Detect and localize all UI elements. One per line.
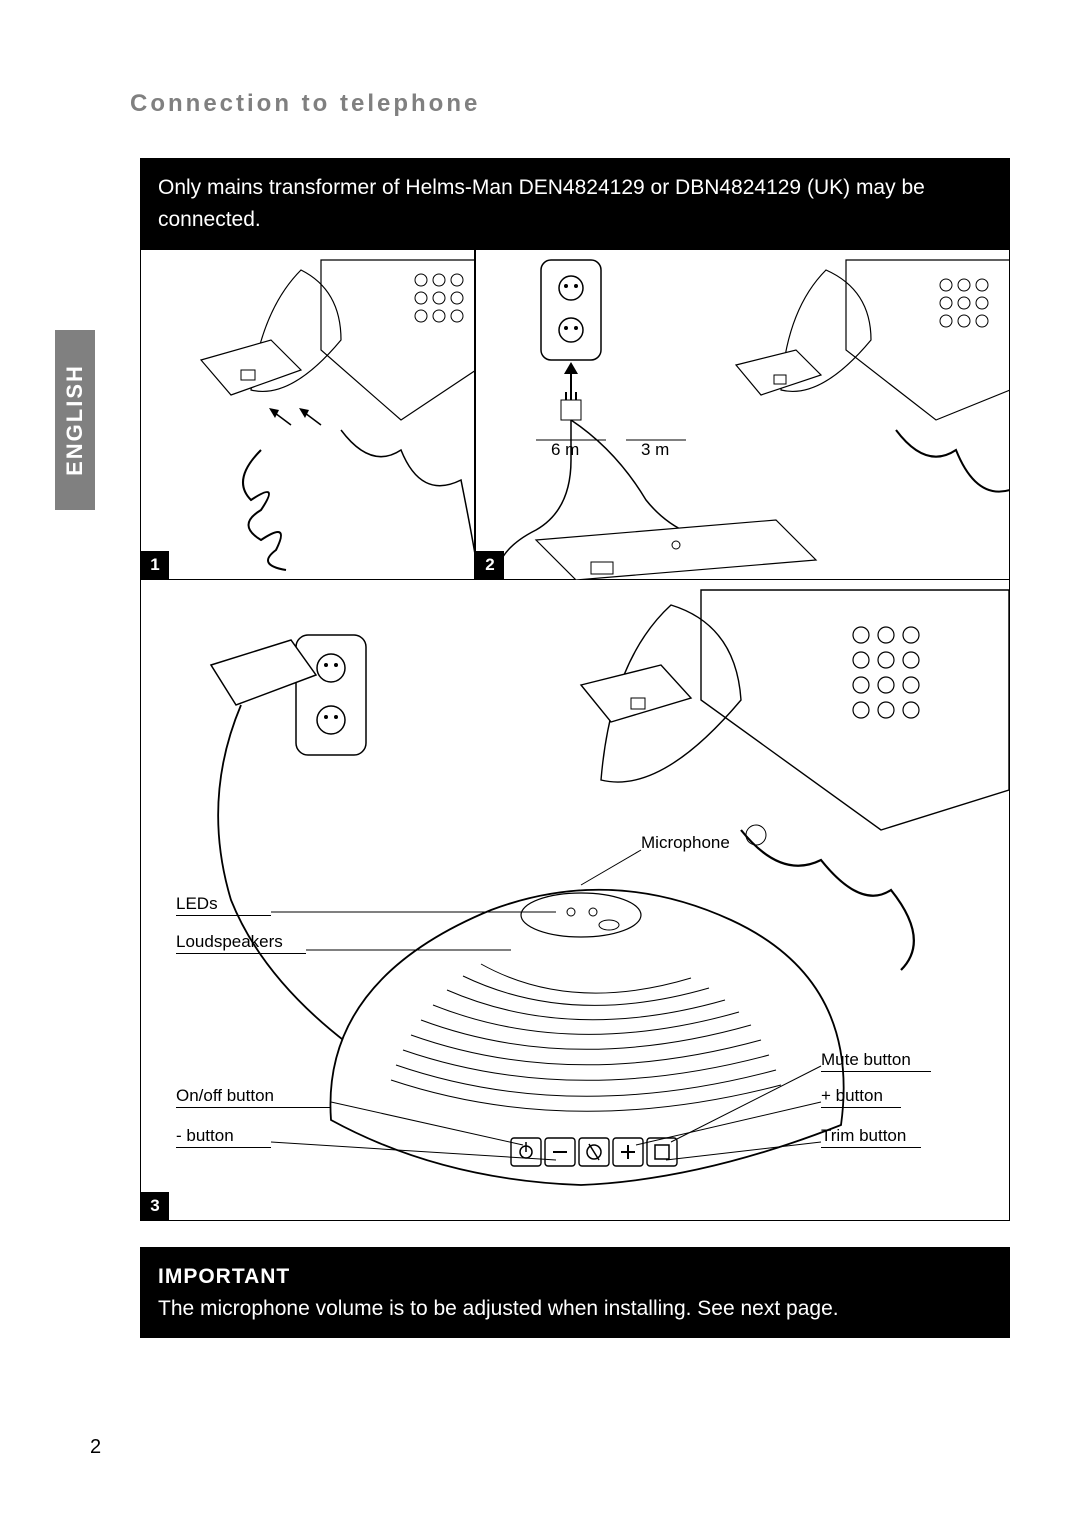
- panel-1-art: [141, 250, 476, 580]
- important-notice: IMPORTANT The microphone volume is to be…: [140, 1247, 1010, 1338]
- language-tab: ENGLISH: [55, 330, 95, 510]
- important-body: The microphone volume is to be adjusted …: [158, 1297, 839, 1320]
- callout-minus: - button: [176, 1126, 271, 1148]
- diagram-container: 1: [140, 249, 1010, 1221]
- callout-plus: + button: [821, 1086, 901, 1108]
- callout-loudspeakers: Loudspeakers: [176, 932, 306, 954]
- callout-onoff: On/off button: [176, 1086, 331, 1108]
- panel-number-1: 1: [141, 551, 169, 579]
- content-column: Only mains transformer of Helms-Man DEN4…: [140, 158, 1010, 1338]
- panel-number-3: 3: [141, 1192, 169, 1220]
- diagram-panel-2: 6 m 3 m 2: [476, 250, 1009, 580]
- panel-2-art: [476, 250, 1010, 580]
- diagram-panel-3: Microphone LEDs Loudspeakers Mute button…: [141, 580, 1009, 1220]
- callout-leds: LEDs: [176, 894, 271, 916]
- dimension-3m: 3 m: [641, 440, 669, 460]
- callout-trim: Trim button: [821, 1126, 921, 1148]
- transformer-notice: Only mains transformer of Helms-Man DEN4…: [140, 158, 1010, 249]
- diagram-panel-1: 1: [141, 250, 476, 580]
- panel-number-2: 2: [476, 551, 504, 579]
- top-diagrams-row: 1: [141, 250, 1009, 580]
- callout-mute: Mute button: [821, 1050, 931, 1072]
- panel-3-art: [141, 580, 1009, 1220]
- section-title: Connection to telephone: [130, 90, 1000, 118]
- language-label: ENGLISH: [62, 364, 88, 476]
- dimension-6m: 6 m: [551, 440, 579, 460]
- important-heading: IMPORTANT: [158, 1265, 290, 1288]
- callout-microphone: Microphone: [641, 833, 730, 854]
- page-number: 2: [90, 1436, 101, 1459]
